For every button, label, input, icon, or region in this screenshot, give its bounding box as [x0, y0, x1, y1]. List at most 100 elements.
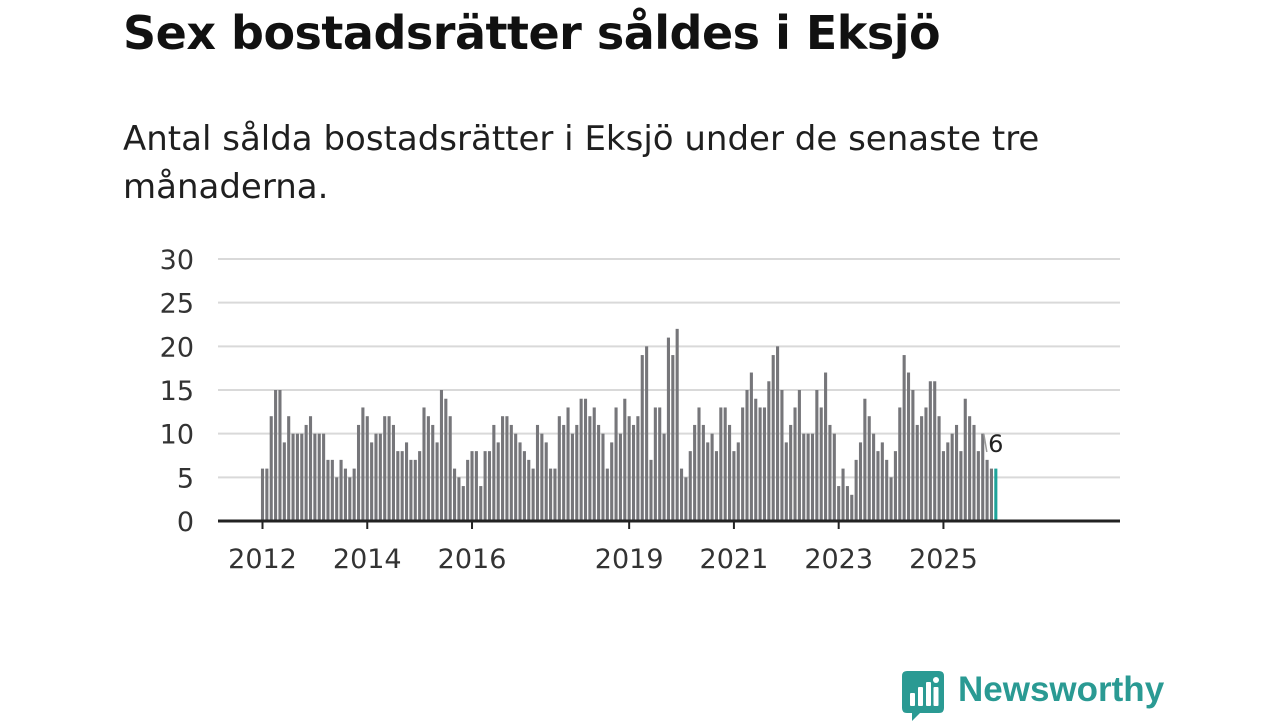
bar: [356, 424, 361, 521]
bar: [976, 451, 980, 521]
y-tick-label: 30: [160, 245, 194, 276]
bar: [959, 451, 963, 521]
bar: [339, 459, 343, 521]
bar: [370, 442, 374, 521]
bar: [968, 416, 972, 521]
bar: [946, 442, 950, 521]
chart-subtitle: Antal sålda bostadsrätter i Eksjö under …: [123, 119, 1040, 207]
bar: [317, 433, 321, 521]
bar: [636, 416, 640, 521]
bar: [666, 337, 670, 521]
bar: [697, 407, 701, 521]
bar: [291, 433, 295, 521]
bar: [470, 451, 474, 521]
bar: [889, 477, 893, 521]
bar: [300, 433, 304, 521]
bar: [963, 398, 967, 521]
bar: [514, 433, 518, 521]
bar: [505, 416, 509, 521]
bar: [540, 433, 544, 521]
bar: [701, 424, 705, 521]
bar: [466, 459, 470, 521]
bar: [954, 424, 959, 521]
bar: [710, 433, 714, 521]
x-tick-label: 2016: [438, 544, 507, 575]
bar: [287, 416, 291, 521]
bar: [444, 398, 448, 521]
y-tick-label: 15: [160, 376, 194, 407]
bar: [741, 407, 745, 521]
bar: [649, 459, 653, 521]
bar: [858, 442, 863, 521]
bar: [326, 459, 330, 521]
bar: [474, 451, 478, 521]
bar: [671, 355, 675, 521]
bar: [653, 407, 657, 521]
bar: [308, 416, 313, 521]
bar: [981, 433, 985, 521]
y-axis-ticks: 0 5 10 15 20 25 30: [160, 245, 194, 538]
bar: [597, 424, 601, 521]
y-tick-label: 10: [160, 420, 194, 451]
bar: [771, 355, 775, 521]
bar: [780, 390, 784, 521]
bar: [928, 381, 932, 521]
bar: [274, 390, 278, 521]
bar: [413, 459, 417, 521]
bar: [453, 468, 457, 521]
bar: [396, 451, 400, 521]
bar: [426, 416, 430, 521]
bar: [479, 486, 483, 521]
bar: [679, 468, 684, 521]
x-tick-label: 2012: [228, 544, 297, 575]
bar: [575, 424, 579, 521]
bar: [570, 433, 574, 521]
bar: [278, 390, 282, 521]
bar: [832, 433, 836, 521]
bar: [404, 442, 409, 521]
newsworthy-logo-text: Newsworthy: [958, 670, 1165, 709]
bar: [348, 477, 352, 521]
bar: [893, 451, 897, 521]
bar: [335, 477, 339, 521]
bar: [313, 433, 317, 521]
bar: [898, 407, 902, 521]
bar: [675, 328, 679, 521]
highlight-leader-line: [983, 433, 988, 453]
bar: [322, 433, 326, 521]
bar: [863, 398, 867, 521]
bar: [448, 416, 452, 521]
bar: [906, 372, 911, 521]
bar: [343, 468, 347, 521]
bar: [972, 424, 976, 521]
bar: [400, 451, 404, 521]
bar: [304, 424, 308, 521]
bar: [457, 477, 461, 521]
bar: [610, 442, 614, 521]
bar: [352, 468, 356, 521]
bar: [723, 407, 727, 521]
bar: [749, 372, 753, 521]
bar: [562, 424, 566, 521]
bar: [579, 398, 583, 521]
bar: [754, 398, 758, 521]
bar: [824, 372, 828, 521]
bar: [461, 486, 465, 521]
y-tick-label: 5: [177, 463, 194, 494]
bar: [631, 424, 636, 521]
bar: [645, 346, 649, 521]
bar: [361, 407, 365, 521]
bar: [989, 468, 994, 521]
bar: [601, 433, 605, 521]
bar: [828, 424, 832, 521]
y-tick-label: 0: [177, 507, 194, 538]
bar: [592, 407, 596, 521]
bar: [684, 477, 688, 521]
x-tick-label: 2019: [595, 544, 664, 575]
bar: [658, 407, 662, 521]
bar: [845, 486, 849, 521]
bar: [867, 416, 871, 521]
bar: [758, 407, 762, 521]
bar: [553, 468, 557, 521]
bar: [985, 459, 989, 521]
